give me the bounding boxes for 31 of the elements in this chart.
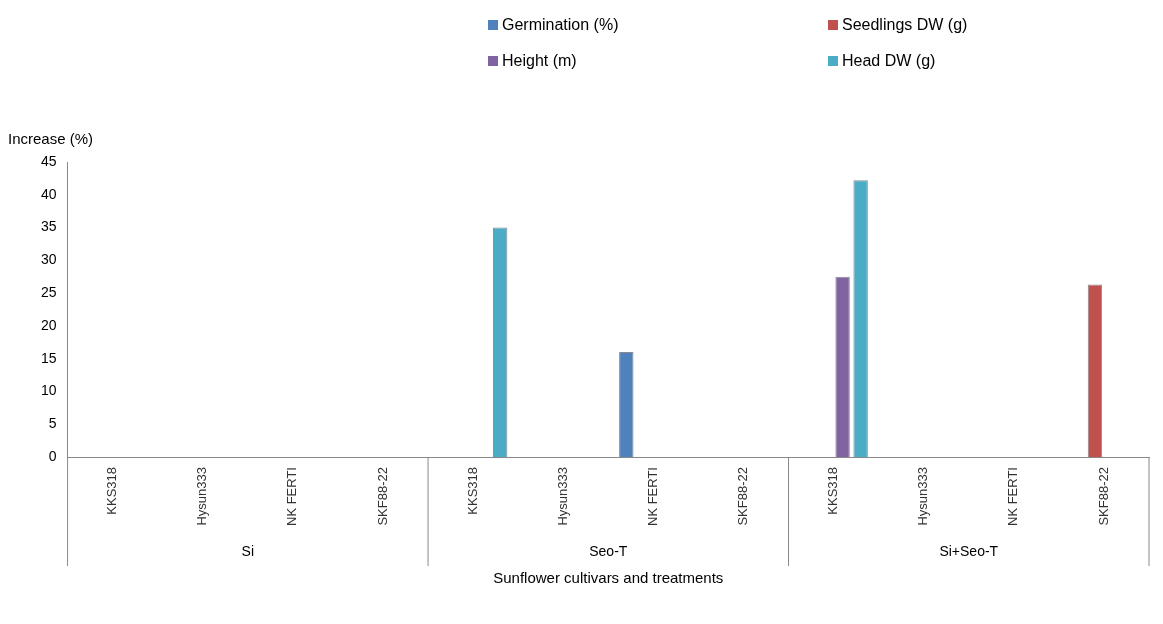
x-tick-label: Hysun333 bbox=[194, 467, 210, 526]
legend-label: Seedlings DW (g) bbox=[842, 16, 968, 34]
y-tick-label: 40 bbox=[40, 185, 57, 202]
y-tick-label: 5 bbox=[48, 415, 57, 432]
x-tick-label: Hysun333 bbox=[554, 467, 570, 526]
y-tick-label: 10 bbox=[40, 382, 57, 399]
text: Si+Seo-T bbox=[939, 542, 999, 559]
y-tick-label: 35 bbox=[40, 218, 57, 235]
x-tick-label: KKS318 bbox=[464, 467, 480, 515]
y-axis-title: Increase (%) bbox=[8, 130, 94, 147]
legend-label: Head DW (g) bbox=[842, 52, 936, 70]
x-tick-label: SKF88-22 bbox=[1095, 467, 1111, 526]
x-axis-title: Sunflower cultivars and treatments bbox=[493, 569, 724, 587]
text: Seo-T bbox=[589, 542, 628, 559]
x-tick-label: NK FERTI bbox=[1005, 467, 1021, 527]
x-tick-label: SKF88-22 bbox=[735, 467, 751, 526]
legend-label: Height (m) bbox=[502, 52, 577, 70]
legend-label: Germination (%) bbox=[502, 16, 619, 34]
y-tick-label: 20 bbox=[40, 316, 57, 333]
y-tick-label: 45 bbox=[40, 152, 57, 169]
x-tick-label: Hysun333 bbox=[915, 467, 931, 526]
y-tick-label: 15 bbox=[40, 349, 57, 366]
text: Si bbox=[241, 542, 255, 559]
y-tick-label: 25 bbox=[40, 283, 57, 300]
y-tick-label: 30 bbox=[40, 251, 57, 268]
x-tick-label: NK FERTI bbox=[644, 467, 660, 527]
x-tick-label: NK FERTI bbox=[284, 467, 300, 527]
x-tick-label: KKS318 bbox=[825, 467, 841, 515]
y-tick-label: 0 bbox=[48, 447, 57, 464]
x-tick-label: KKS318 bbox=[104, 467, 120, 515]
x-tick-label: SKF88-22 bbox=[374, 467, 390, 526]
